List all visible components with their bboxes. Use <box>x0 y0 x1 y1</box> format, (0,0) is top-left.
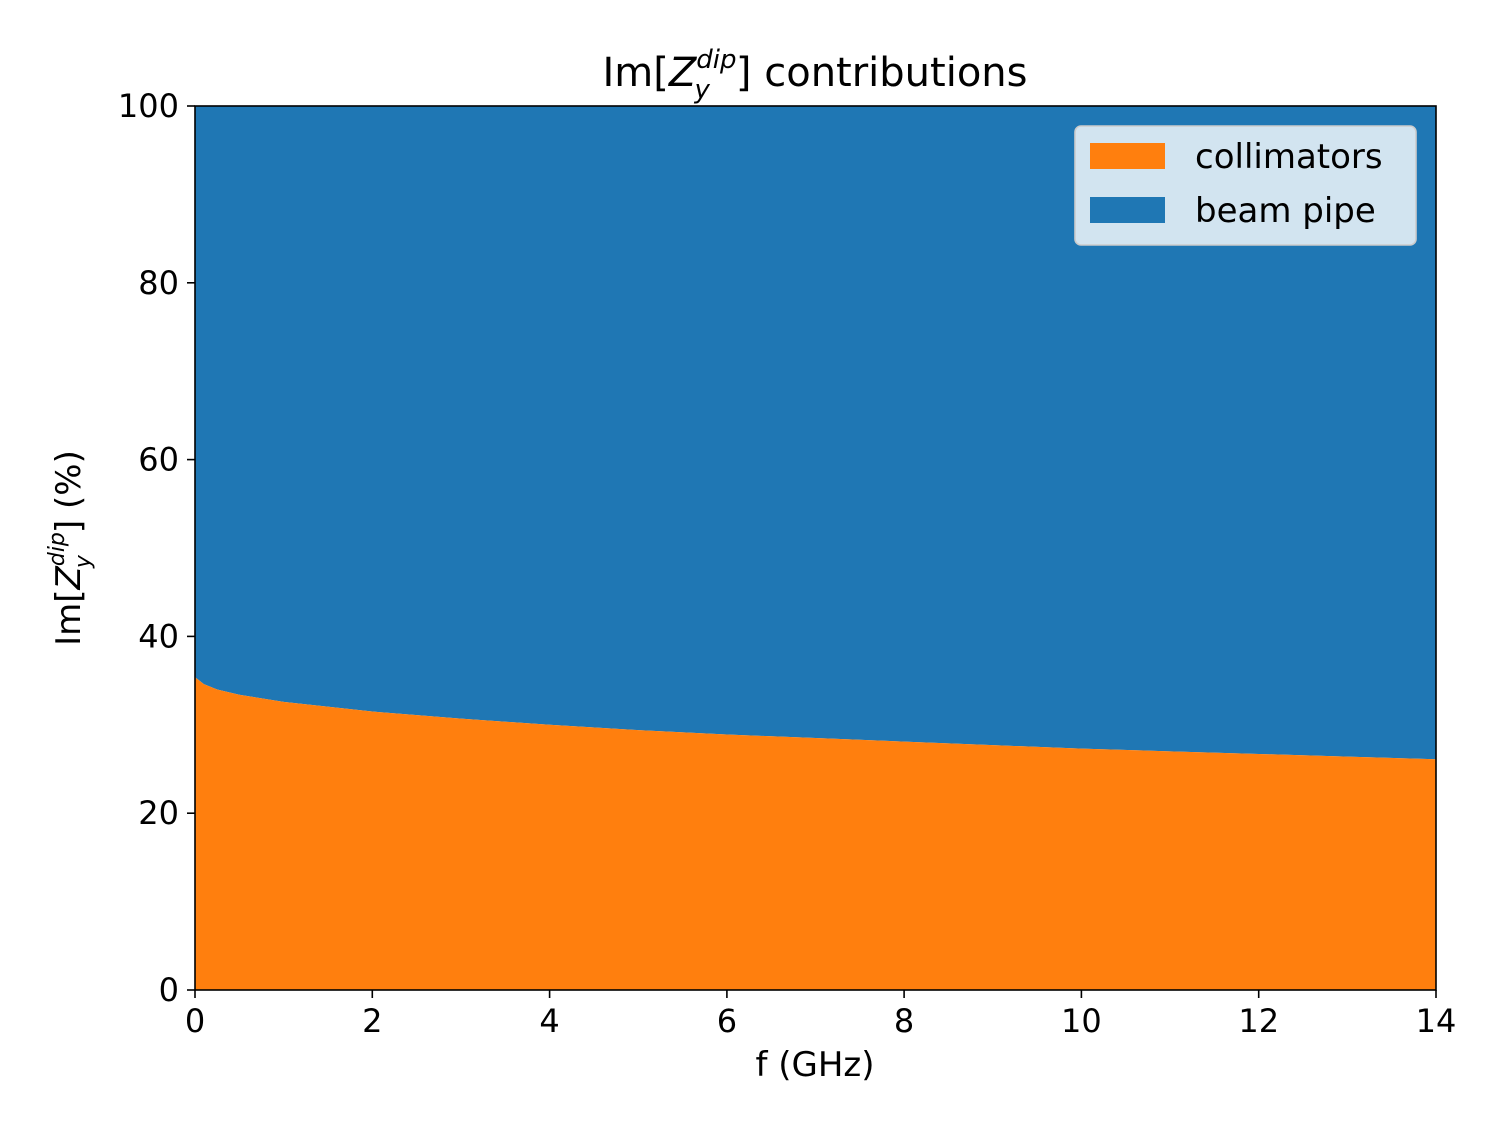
plot-area <box>194 105 1437 991</box>
x-tick: 14 <box>1416 990 1457 1040</box>
y-tick-label: 80 <box>138 264 179 302</box>
area-beam-pipe <box>195 106 1436 760</box>
x-tick-label: 4 <box>539 1002 559 1040</box>
x-tick-label: 8 <box>894 1002 914 1040</box>
legend-label: collimators <box>1195 137 1383 177</box>
legend-swatch <box>1090 143 1165 169</box>
x-tick: 0 <box>185 990 205 1040</box>
y-tick: 0 <box>159 971 195 1009</box>
x-tick: 12 <box>1238 990 1279 1040</box>
legend-swatch <box>1090 197 1165 223</box>
y-axis-label: Im[Zdipy] (%) <box>45 450 96 646</box>
legend-label: beam pipe <box>1195 191 1376 231</box>
y-tick: 100 <box>118 87 195 125</box>
x-tick-label: 14 <box>1416 1002 1457 1040</box>
plot-frame <box>194 105 1437 991</box>
y-tick: 60 <box>138 441 195 479</box>
chart-title: Im[Zdip y] contributions <box>603 45 1028 105</box>
x-tick-label: 10 <box>1061 1002 1102 1040</box>
y-tick: 20 <box>138 794 195 832</box>
y-tick: 40 <box>138 617 195 655</box>
x-tick: 2 <box>362 990 382 1040</box>
y-tick-label: 0 <box>159 971 179 1009</box>
y-tick: 80 <box>138 264 195 302</box>
legend-entry-beam-pipe: beam pipe <box>1090 191 1376 231</box>
x-axis: 0 2 4 6 8 10 12 14 f (GHz) <box>185 990 1457 1085</box>
x-tick: 10 <box>1061 990 1102 1040</box>
area-collimators <box>195 677 1436 990</box>
x-axis-label: f (GHz) <box>755 1045 874 1085</box>
x-tick: 8 <box>894 990 914 1040</box>
y-tick-label: 20 <box>138 794 179 832</box>
x-tick-label: 2 <box>362 1002 382 1040</box>
x-tick: 6 <box>717 990 737 1040</box>
x-tick-label: 0 <box>185 1002 205 1040</box>
y-tick-label: 60 <box>138 441 179 479</box>
legend-entry-collimators: collimators <box>1090 137 1383 177</box>
y-tick-label: 40 <box>138 617 179 655</box>
x-tick-label: 6 <box>717 1002 737 1040</box>
y-tick-label: 100 <box>118 87 179 125</box>
x-tick: 4 <box>539 990 560 1040</box>
x-tick-label: 12 <box>1238 1002 1279 1040</box>
legend: collimators beam pipe <box>1074 125 1417 246</box>
y-axis: 0 20 40 60 80 100 Im[Zdipy] (%) <box>45 87 195 1009</box>
